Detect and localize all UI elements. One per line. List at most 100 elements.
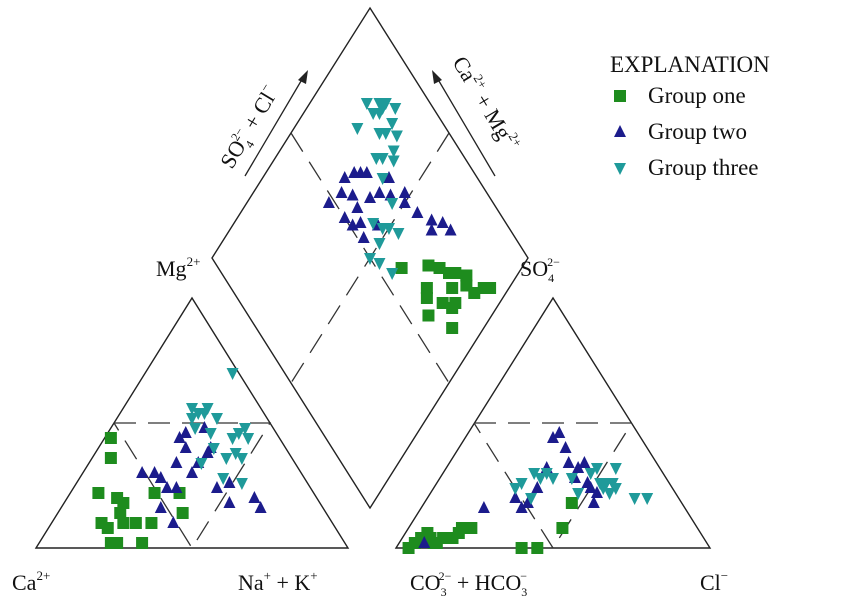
anion-point-group-one (556, 522, 569, 534)
cation-point-group-one (176, 507, 189, 519)
cation-point-group-one (111, 537, 124, 549)
diamond-point-group-one (443, 267, 455, 279)
anion-point-group-two (477, 501, 490, 513)
diamond-point-group-one (436, 297, 449, 309)
dashed-guides (113, 132, 634, 550)
cation-point-group-two (223, 476, 236, 488)
diamond-point-group-three (386, 118, 399, 130)
anion-point-group-one (465, 522, 478, 534)
cation-point-group-three (239, 423, 252, 435)
anion-point-group-two (547, 431, 559, 443)
label-cl: Cl− (700, 568, 728, 595)
anion-point-group-two (509, 491, 522, 503)
anion-point-group-one (531, 542, 544, 554)
diamond-point-group-three (386, 198, 399, 210)
diamond-point-group-three (373, 258, 386, 270)
direction-arrows (244, 70, 496, 177)
label-ca: Ca2+ (12, 568, 50, 595)
diamond-point-group-one (460, 279, 473, 292)
diamond-point-group-three (390, 130, 403, 143)
diamond-point-group-two (351, 201, 364, 213)
anion-point-group-three (509, 483, 522, 495)
diamond-point-group-three (387, 155, 400, 168)
anion-point-group-two (584, 481, 597, 493)
anion-point-group-three (584, 468, 597, 480)
cation-point-group-two (161, 481, 174, 493)
cation-point-group-two (248, 491, 261, 503)
cation-point-group-two (210, 481, 223, 493)
diamond-point-group-one (477, 282, 490, 294)
cation-point-group-three (210, 413, 223, 425)
arrow-right-head (432, 70, 442, 84)
diamond-frame (211, 6, 529, 510)
diamond-point-group-one (446, 322, 459, 334)
diamond-point-group-two (398, 186, 411, 198)
cation-point-group-two (154, 471, 167, 483)
anion-point-group-two (572, 461, 585, 473)
diamond-point-group-two (357, 231, 370, 243)
anion-point-group-three (603, 488, 616, 500)
anion-point-group-two (531, 481, 544, 493)
cation-point-group-three (189, 423, 202, 435)
cation-point-group-two (223, 496, 236, 508)
cation-point-group-three (204, 428, 217, 440)
diamond-point-group-one (420, 282, 433, 294)
diamond-point-group-three (360, 98, 373, 110)
legend-label-group-one: Group one (648, 83, 746, 108)
label-so4-cl: SO42− + Cl− (213, 80, 287, 174)
diamond-point-group-two (398, 196, 411, 208)
cation-point-group-one (104, 432, 117, 444)
cation-point-group-two (148, 466, 161, 478)
cation-point-group-one (136, 537, 149, 549)
anion-point-group-two (559, 441, 572, 453)
anion-point-group-two (553, 426, 566, 438)
anion-point-group-two (521, 496, 534, 508)
anion-point-group-one (427, 537, 440, 549)
cation-point-group-three (226, 433, 239, 445)
legend-marker-group-one (614, 90, 626, 102)
cation-point-group-one (101, 522, 114, 534)
diamond-point-group-three (373, 128, 386, 140)
diamond-point-group-one (460, 269, 473, 282)
label-na-k: Na+ + K+ (238, 568, 318, 595)
cation-point-group-three (229, 448, 242, 460)
legend-marker-group-two (614, 125, 626, 137)
cation-point-group-two (170, 481, 183, 493)
diamond-point-group-two (425, 213, 438, 226)
diamond-point-group-two (384, 188, 397, 201)
diamond-point-group-three (373, 98, 386, 110)
anion-point-group-one (515, 542, 528, 554)
diamond-point-group-three (370, 153, 383, 165)
label-so4: SO42− (520, 255, 560, 285)
anion-point-group-three (565, 473, 578, 485)
cation-point-group-one (129, 517, 142, 529)
anion-point-group-three (528, 468, 541, 480)
anion-point-group-three (628, 493, 641, 505)
cation-point-group-three (235, 453, 248, 465)
cation-point-group-three (226, 368, 239, 380)
anion-point-group-two (562, 456, 575, 468)
cation-point-group-one (114, 507, 127, 519)
cation-point-group-three (201, 403, 214, 415)
cation-point-group-one (117, 497, 130, 509)
diamond-point-group-two (338, 171, 351, 183)
diamond-point-group-two (444, 223, 457, 236)
diamond-point-group-three (376, 173, 389, 185)
arrow-left (244, 75, 305, 177)
diamond-point-group-two (346, 218, 359, 231)
cation-point-group-one (117, 517, 130, 529)
arrow-left-head (298, 70, 308, 84)
diamond-point-group-one (446, 302, 459, 314)
diamond-point-group-two (373, 186, 386, 198)
cation-point-group-three (186, 403, 198, 415)
legend-marker-group-three (614, 163, 626, 175)
diamond-point-group-three (364, 253, 376, 265)
diamond-point-group-one (422, 309, 435, 322)
diamond-point-group-three (367, 108, 380, 120)
diamond-point-group-one (420, 292, 433, 304)
cation-point-group-one (92, 487, 105, 499)
diamond-point-group-two (364, 191, 376, 203)
diamond-point-group-three (392, 228, 405, 240)
anion-point-group-three (540, 468, 553, 480)
anion-point-group-three (572, 488, 585, 500)
